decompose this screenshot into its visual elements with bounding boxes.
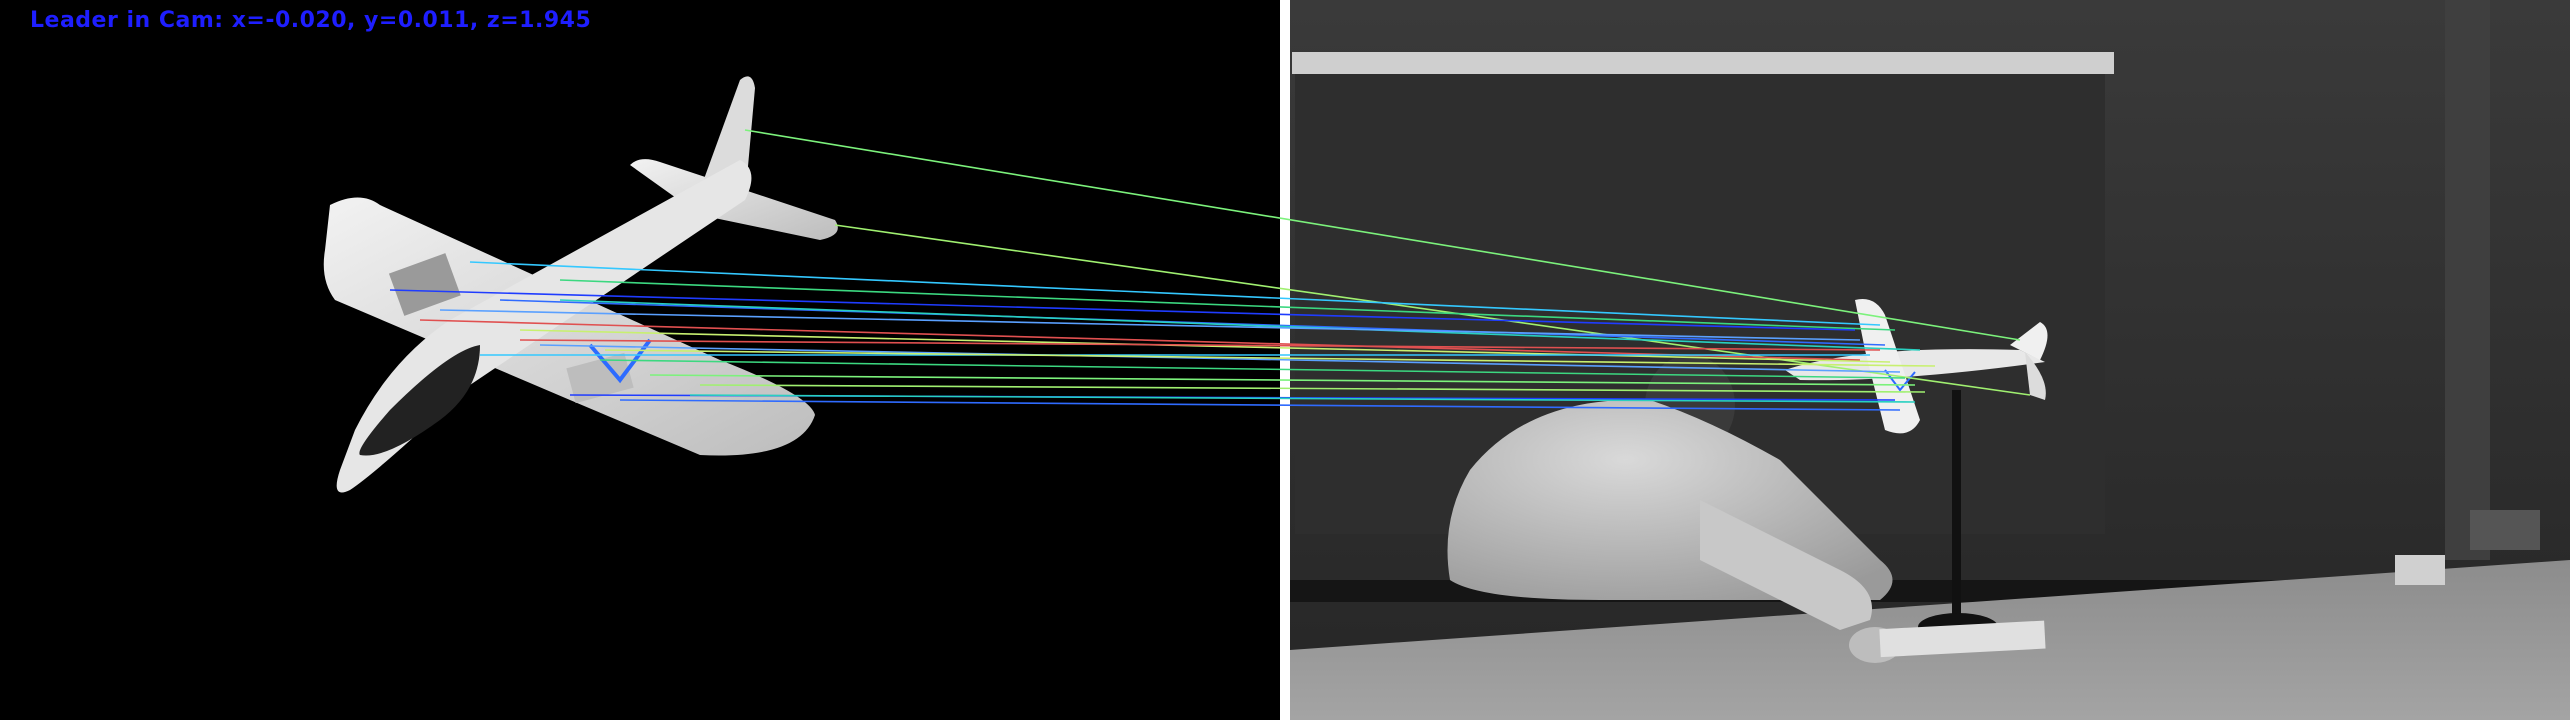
match-line — [519, 339, 1881, 351]
camera-panel — [1290, 0, 2570, 720]
stand-paper — [1879, 620, 2046, 658]
match-line — [689, 394, 1916, 403]
model-stand-pole — [1952, 390, 1961, 620]
reference-canopy — [359, 345, 480, 456]
reference-airplane — [323, 76, 838, 493]
scene-fuselage — [1785, 349, 2045, 381]
match-line — [519, 329, 1891, 363]
desk-device-small — [2395, 555, 2445, 585]
scene-tail-fin — [2010, 322, 2048, 360]
match-line — [599, 359, 1906, 379]
pose-readout-text: Leader in Cam: x=-0.020, y=0.011, z=1.94… — [30, 8, 592, 33]
match-line — [619, 399, 1901, 411]
match-line — [469, 261, 1881, 326]
match-line — [744, 129, 2021, 341]
reference-decal-square — [388, 253, 461, 316]
match-line — [439, 309, 1861, 341]
match-line — [559, 299, 1921, 351]
reference-panel — [0, 0, 1280, 720]
match-line — [389, 289, 1856, 331]
match-line — [559, 279, 1896, 331]
reference-chevron — [588, 338, 652, 384]
projector-screen-bar — [1292, 52, 2114, 74]
match-line — [699, 384, 1926, 393]
desk-device — [2470, 510, 2540, 550]
person-operator — [1447, 355, 1901, 663]
match-line — [419, 319, 1861, 361]
match-line — [834, 224, 2031, 396]
reference-decal-tag — [566, 352, 634, 404]
match-line — [604, 349, 1936, 367]
feature-match-lines — [389, 129, 2031, 411]
match-line — [539, 344, 1901, 373]
wall-panel — [2445, 0, 2490, 560]
person-arm — [1700, 500, 1872, 630]
match-line — [649, 374, 1916, 386]
scene-tail-wing — [2025, 352, 2046, 400]
